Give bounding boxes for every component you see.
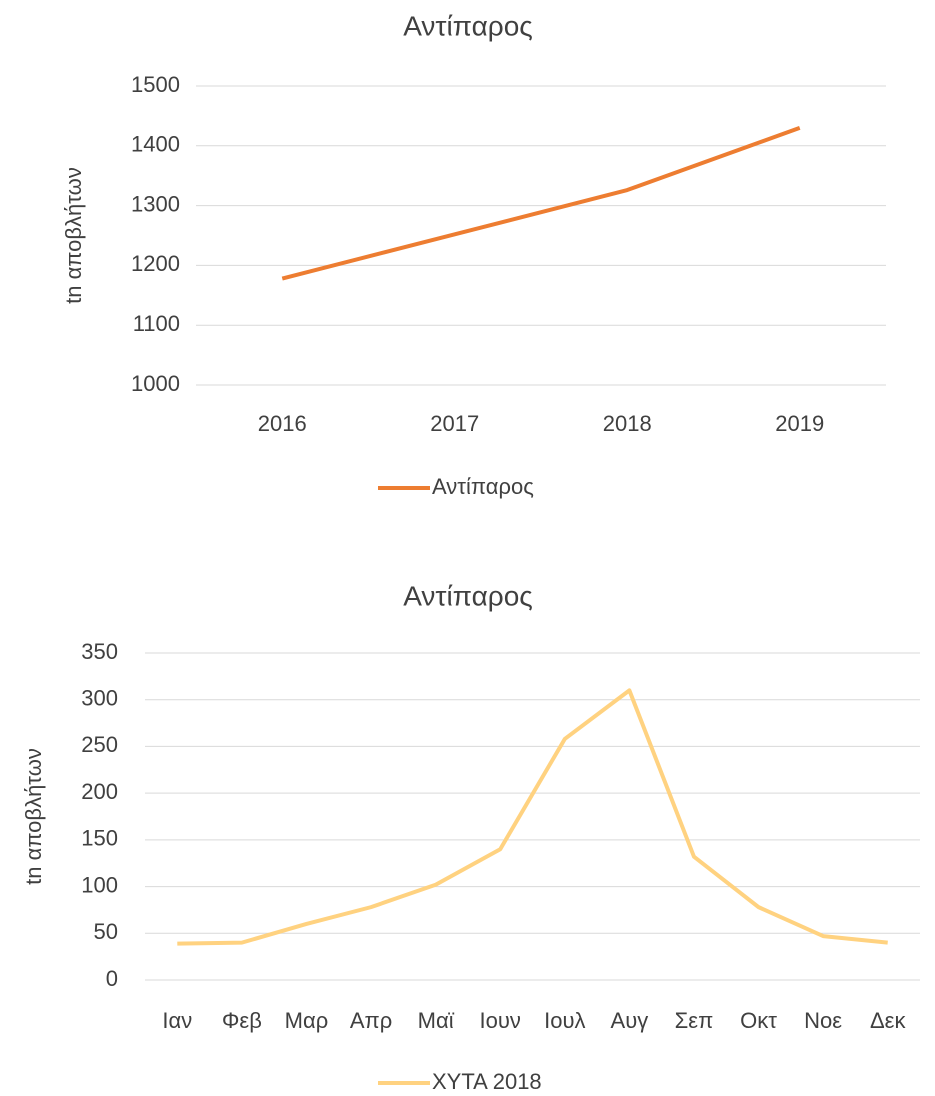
y-tick-label: 1100 — [133, 311, 180, 336]
y-tick-label: 0 — [106, 966, 118, 991]
x-tick-label: 2017 — [430, 411, 479, 436]
chart-title: Αντίπαρος — [403, 580, 533, 611]
data-line — [177, 688, 888, 946]
x-tick-label: Οκτ — [740, 1008, 777, 1033]
y-tick-label: 1400 — [131, 132, 180, 157]
y-tick-label: 350 — [81, 639, 118, 664]
y-tick-label: 250 — [81, 732, 118, 757]
chart-title: Αντίπαρος — [403, 10, 533, 41]
x-tick-label: 2018 — [603, 411, 652, 436]
data-line — [281, 125, 801, 281]
y-tick-label: 1500 — [131, 72, 180, 97]
y-tick-label: 1000 — [131, 371, 180, 396]
y-tick-label: 1200 — [131, 251, 180, 276]
y-tick-label: 50 — [94, 919, 118, 944]
y-axis-label: tn αποβλήτων — [61, 167, 86, 304]
y-axis-label: tn αποβλήτων — [21, 748, 46, 885]
x-tick-label: Μαρ — [285, 1008, 329, 1033]
x-tick-label: Ιαν — [162, 1008, 192, 1033]
y-tick-label: 100 — [81, 872, 118, 897]
legend-label: ΧΥΤΑ 2018 — [432, 1069, 542, 1094]
x-tick-label: Ιουλ — [544, 1008, 585, 1033]
legend-label: Αντίπαρος — [432, 474, 534, 499]
y-tick-label: 1300 — [131, 191, 180, 216]
x-tick-label: Σεπ — [675, 1008, 714, 1033]
y-tick-label: 200 — [81, 779, 118, 804]
x-tick-label: Ιουν — [480, 1008, 521, 1033]
x-tick-label: 2019 — [775, 411, 824, 436]
x-tick-label: Απρ — [350, 1008, 392, 1033]
y-tick-label: 300 — [81, 686, 118, 711]
x-tick-label: Φεβ — [222, 1008, 262, 1033]
x-tick-label: 2016 — [258, 411, 307, 436]
x-tick-label: Μαϊ — [418, 1008, 455, 1033]
y-tick-label: 150 — [81, 826, 118, 851]
x-tick-label: Αυγ — [611, 1008, 649, 1033]
x-tick-label: Δεκ — [870, 1008, 907, 1033]
x-tick-label: Νοε — [804, 1008, 842, 1033]
